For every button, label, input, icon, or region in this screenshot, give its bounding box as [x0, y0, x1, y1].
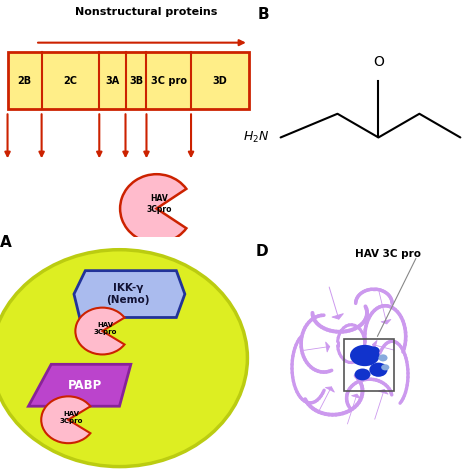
Text: PABP: PABP — [68, 379, 102, 392]
Text: $H_2N$: $H_2N$ — [243, 130, 269, 145]
Text: IKK-γ
(Nemo): IKK-γ (Nemo) — [106, 283, 150, 305]
Ellipse shape — [0, 250, 247, 466]
Ellipse shape — [369, 363, 388, 377]
Wedge shape — [75, 308, 125, 355]
Text: 3C pro: 3C pro — [151, 75, 187, 86]
Ellipse shape — [378, 355, 388, 362]
Polygon shape — [28, 365, 131, 406]
Text: A: A — [0, 235, 12, 250]
Text: B: B — [258, 7, 270, 22]
Text: 2C: 2C — [64, 75, 77, 86]
Text: 2B: 2B — [18, 75, 32, 86]
Ellipse shape — [355, 369, 371, 380]
Text: Nonstructural proteins: Nonstructural proteins — [74, 7, 217, 17]
Ellipse shape — [381, 364, 389, 371]
Text: O: O — [373, 55, 384, 69]
Ellipse shape — [350, 345, 380, 366]
Text: 3A: 3A — [105, 75, 119, 86]
Polygon shape — [74, 271, 185, 318]
Text: HAV 3C pro: HAV 3C pro — [355, 249, 420, 259]
Text: HAV
3Cpro: HAV 3Cpro — [59, 411, 83, 424]
Ellipse shape — [368, 346, 380, 355]
Bar — [344, 339, 394, 391]
Wedge shape — [41, 396, 91, 443]
Text: HAV
3Cpro: HAV 3Cpro — [93, 322, 117, 335]
Text: 3D: 3D — [212, 75, 227, 86]
Wedge shape — [120, 174, 186, 243]
Text: HAV
3Cpro: HAV 3Cpro — [146, 194, 172, 213]
Text: D: D — [255, 244, 268, 259]
Text: 3B: 3B — [129, 75, 143, 86]
Bar — [8, 52, 249, 109]
